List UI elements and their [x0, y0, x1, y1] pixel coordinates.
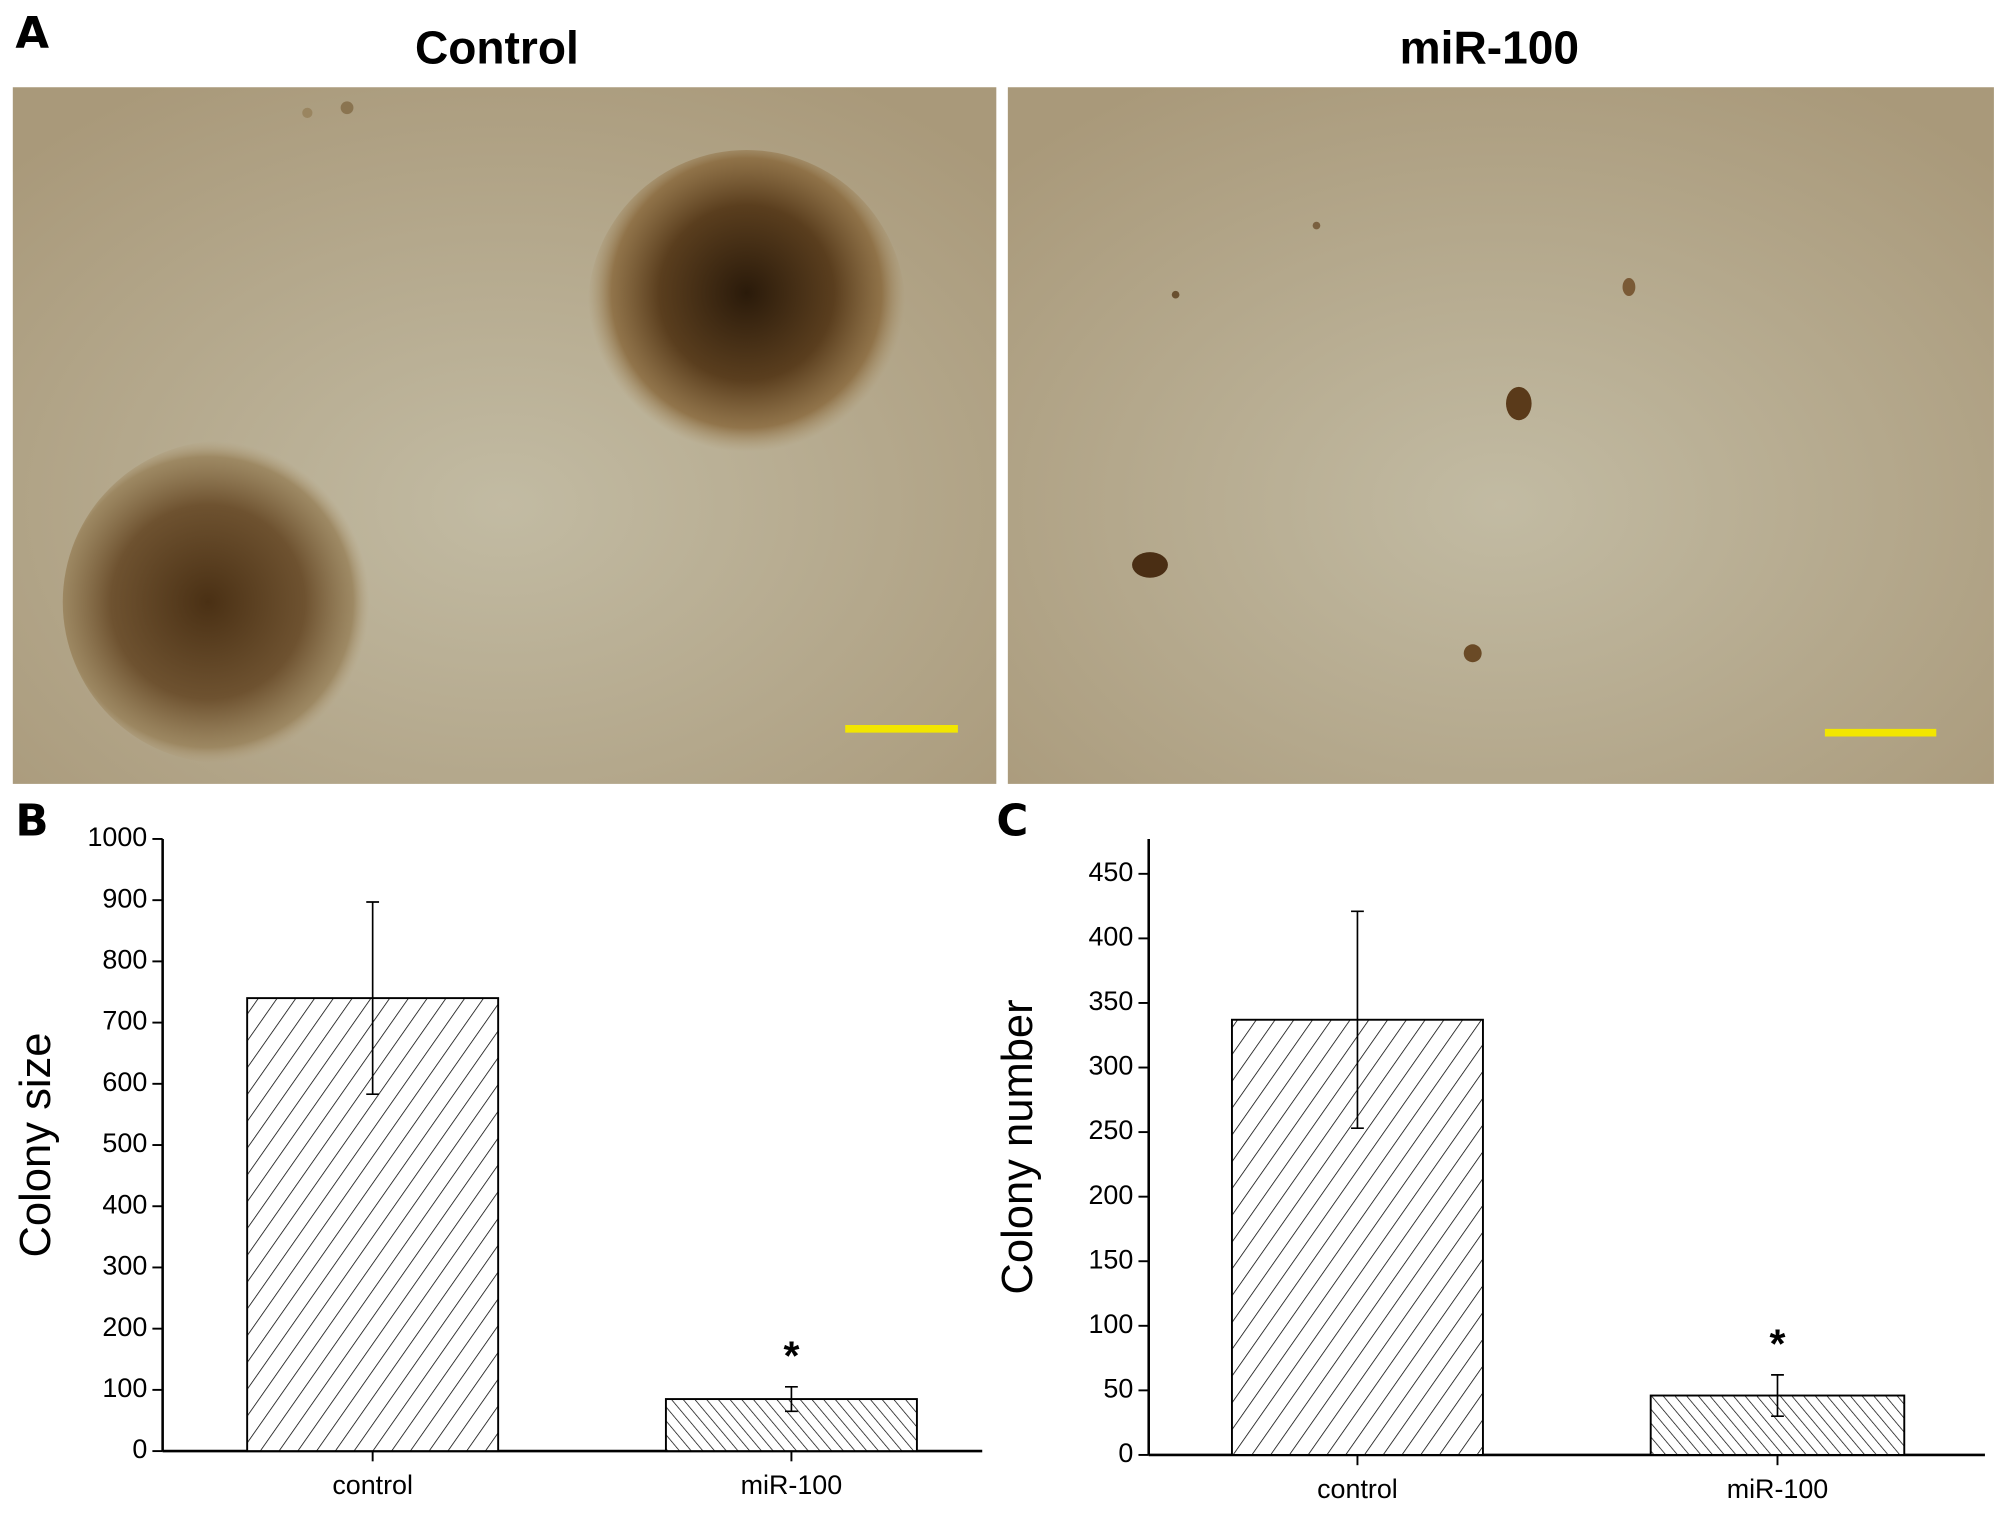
image-title: Control	[415, 22, 579, 74]
y-tick-label: 600	[102, 1067, 147, 1097]
y-tick-label: 900	[102, 883, 147, 913]
panel-label: C	[996, 797, 1028, 847]
error-bar	[785, 1385, 798, 1413]
y-axis-label: Colony size	[12, 1033, 60, 1258]
error-bar	[366, 901, 380, 1096]
significance-label: *	[783, 1332, 799, 1378]
x-tick-label: miR-100	[741, 1470, 843, 1500]
y-tick-label: 800	[102, 944, 147, 974]
x-tick-label: miR-100	[1727, 1474, 1829, 1504]
micrograph-control	[12, 87, 997, 784]
y-tick-label: 0	[1118, 1438, 1133, 1468]
x-tick-label: control	[1317, 1474, 1398, 1504]
significance-label: *	[1770, 1321, 1786, 1367]
error-bar	[1771, 1374, 1784, 1418]
y-tick-label: 400	[1088, 922, 1133, 952]
error-bar	[1351, 910, 1364, 1130]
y-tick-label: 200	[102, 1312, 147, 1342]
y-tick-label: 150	[1088, 1244, 1133, 1274]
y-tick-label: 300	[1088, 1051, 1133, 1081]
y-tick-label: 350	[1088, 986, 1133, 1016]
y-tick-label: 250	[1088, 1115, 1133, 1145]
y-tick-label: 100	[102, 1373, 147, 1403]
y-tick-label: 500	[102, 1128, 147, 1158]
micrograph-mir100	[1007, 87, 1994, 784]
y-tick-label: 700	[102, 1006, 147, 1036]
y-tick-label: 200	[1088, 1180, 1133, 1210]
image-title: miR-100	[1400, 22, 1579, 74]
y-tick-label: 1000	[87, 822, 147, 852]
y-tick-label: 450	[1088, 857, 1133, 887]
y-tick-label: 100	[1088, 1309, 1133, 1339]
y-tick-label: 0	[132, 1434, 147, 1464]
y-tick-label: 50	[1103, 1373, 1133, 1403]
panel-label: B	[15, 797, 48, 847]
panel-label: A	[15, 9, 49, 59]
x-tick-label: control	[332, 1470, 413, 1500]
y-tick-label: 400	[102, 1189, 147, 1219]
y-axis-label: Colony number	[994, 999, 1042, 1294]
y-tick-label: 300	[102, 1251, 147, 1281]
